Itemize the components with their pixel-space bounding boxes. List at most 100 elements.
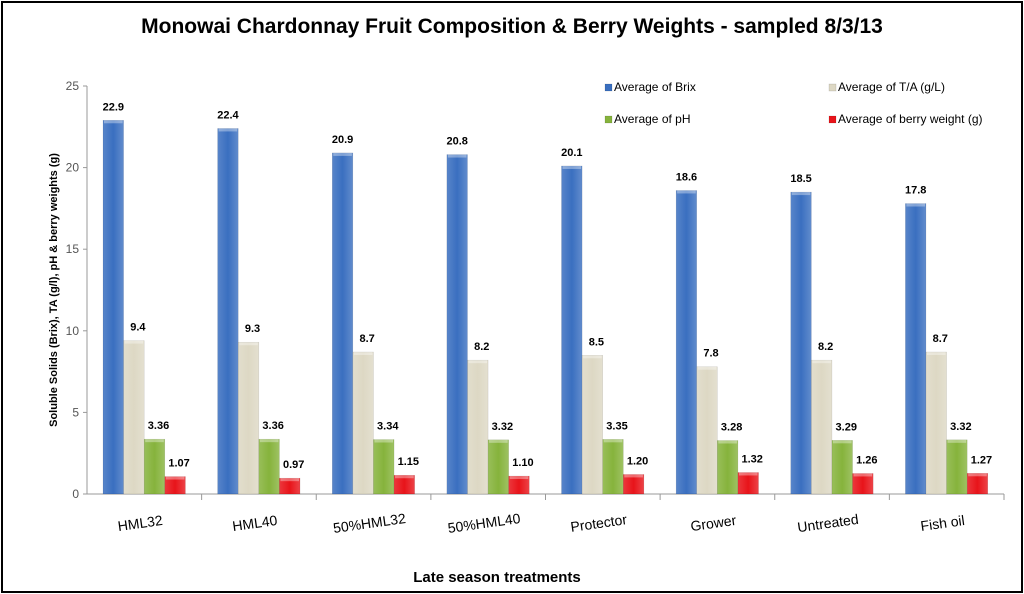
bar-highlight: [697, 366, 717, 370]
bar: [332, 152, 354, 495]
bar-highlight: [718, 440, 737, 444]
bar: [123, 340, 145, 495]
chart-title: Monowai Chardonnay Fruit Composition & B…: [141, 15, 883, 38]
bar: [373, 439, 395, 495]
legend-swatch: [828, 83, 837, 92]
bar: [696, 366, 718, 495]
bar: [925, 351, 947, 495]
data-label: 7.8: [703, 348, 718, 360]
bar-highlight: [603, 439, 623, 443]
bar-highlight: [968, 473, 987, 477]
bar-highlight: [145, 439, 164, 443]
data-label: 9.4: [130, 322, 146, 334]
x-tick-label: Untreated: [796, 511, 859, 535]
bar: [966, 473, 989, 495]
y-tick-label: 10: [66, 324, 80, 338]
bar-highlight: [562, 165, 582, 169]
data-label: 3.36: [148, 420, 169, 432]
data-label: 1.26: [856, 454, 877, 466]
bar-highlight: [832, 440, 852, 444]
bar-highlight: [853, 473, 873, 477]
legend-swatch: [828, 115, 837, 124]
bar-highlight: [583, 355, 602, 359]
data-label: 3.29: [836, 421, 857, 433]
legend-label: Average of T/A (g/L): [838, 80, 945, 94]
bar-highlight: [395, 475, 414, 479]
bar: [623, 474, 645, 495]
bar: [852, 473, 874, 495]
data-label: 1.32: [742, 453, 763, 465]
bar-highlight: [624, 474, 643, 478]
legend-label: Average of Brix: [614, 80, 696, 94]
y-tick-label: 20: [66, 161, 80, 175]
bar: [946, 439, 968, 495]
y-tick-label: 15: [66, 242, 80, 256]
x-tick-label: 50%HML32: [332, 510, 407, 536]
bar-highlight: [489, 439, 508, 443]
bar-highlight: [165, 476, 185, 480]
bar: [790, 191, 812, 495]
bar-highlight: [447, 154, 467, 158]
data-label: 1.07: [168, 458, 189, 470]
data-label: 8.2: [474, 341, 489, 353]
bar: [581, 355, 603, 495]
data-label: 20.9: [332, 134, 353, 146]
bar: [737, 472, 759, 495]
bar: [102, 120, 124, 495]
bar: [279, 477, 301, 495]
bar-highlight: [218, 128, 238, 132]
legend-swatch: [604, 83, 613, 92]
bar-highlight: [280, 478, 300, 482]
data-label: 3.32: [492, 421, 513, 433]
data-label: 3.35: [606, 420, 627, 432]
bar-highlight: [239, 342, 258, 346]
data-label: 8.5: [589, 336, 604, 348]
bar: [352, 351, 374, 495]
x-tick-label: Grower: [689, 512, 737, 534]
bar: [143, 438, 166, 495]
bar-highlight: [374, 439, 394, 443]
data-label: 3.28: [721, 421, 742, 433]
bar-highlight: [906, 203, 925, 207]
bar: [487, 439, 509, 495]
data-label: 20.8: [446, 136, 467, 148]
bar-highlight: [677, 190, 696, 194]
bar: [446, 154, 468, 495]
bar: [508, 475, 530, 495]
bar: [675, 190, 697, 495]
bar: [237, 341, 260, 495]
data-label: 3.36: [262, 420, 283, 432]
bar-highlight: [353, 352, 373, 356]
data-label: 22.4: [217, 109, 239, 121]
bar-highlight: [124, 340, 144, 344]
x-tick-label: HML32: [117, 512, 164, 534]
y-tick-label: 5: [72, 405, 79, 419]
legend-swatch: [604, 115, 613, 124]
data-label: 8.7: [933, 333, 948, 345]
data-label: 1.20: [627, 455, 648, 467]
legend-label: Average of berry weight (g): [838, 112, 983, 126]
x-tick-label: HML40: [231, 512, 278, 534]
bar: [467, 359, 489, 495]
bar: [164, 476, 186, 495]
bar-highlight: [259, 439, 279, 443]
legend-label: Average of pH: [614, 112, 691, 126]
bar: [811, 359, 833, 495]
x-axis-label: Late season treatments: [413, 569, 581, 586]
bar-highlight: [738, 472, 758, 476]
x-tick-label: Fish oil: [919, 512, 965, 534]
bar: [602, 439, 624, 495]
data-label: 1.27: [971, 454, 992, 466]
data-label: 0.97: [283, 459, 304, 471]
bar-highlight: [791, 192, 811, 196]
data-label: 3.34: [377, 420, 399, 432]
data-label: 22.9: [103, 101, 124, 113]
bar-highlight: [926, 352, 946, 356]
data-label: 9.3: [245, 323, 260, 335]
data-label: 3.32: [950, 421, 971, 433]
bar-highlight: [468, 360, 488, 364]
bar-highlight: [812, 360, 831, 364]
x-tick-label: Protector: [569, 511, 628, 535]
bar-highlight: [947, 439, 967, 443]
x-tick-label: 50%HML40: [447, 510, 522, 536]
